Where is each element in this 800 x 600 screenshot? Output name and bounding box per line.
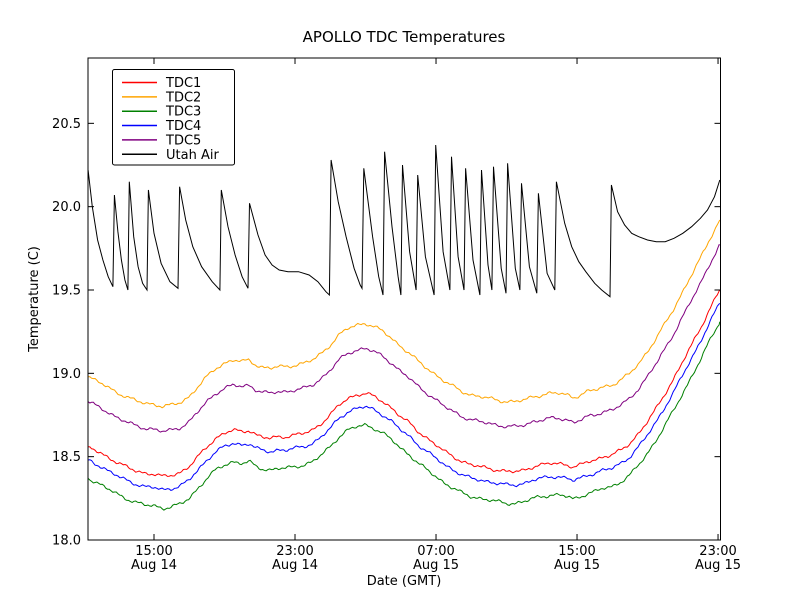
- y-tick-label: 20.0: [52, 200, 81, 215]
- y-tick-label: 18.5: [52, 450, 81, 465]
- x-tick-label-date: Aug 14: [272, 558, 318, 573]
- legend-label-tdc2: TDC2: [165, 90, 201, 105]
- y-tick-label: 18.0: [52, 534, 81, 549]
- series-line-utah-air: [88, 144, 721, 298]
- y-tick-label: 20.5: [52, 117, 81, 132]
- series-line-tdc4: [88, 302, 721, 491]
- x-tick-label-time: 07:00: [417, 544, 454, 559]
- legend-label-tdc4: TDC4: [165, 119, 201, 134]
- series-line-tdc5: [88, 244, 720, 433]
- x-tick-label-date: Aug 15: [413, 558, 459, 573]
- plot-frame: [87, 57, 721, 541]
- x-tick-label-time: 23:00: [699, 544, 736, 559]
- x-axis-label: Date (GMT): [367, 574, 442, 589]
- legend-label-utah-air: Utah Air: [166, 148, 219, 163]
- x-tick-label-time: 23:00: [276, 544, 313, 559]
- series-line-tdc3: [88, 321, 721, 511]
- legend-label-tdc1: TDC1: [165, 76, 201, 91]
- y-tick-label: 19.0: [52, 367, 81, 382]
- series-line-tdc2: [88, 219, 721, 409]
- x-tick-label-date: Aug 14: [131, 558, 177, 573]
- legend-label-tdc5: TDC5: [165, 133, 201, 148]
- chart-title: APOLLO TDC Temperatures: [303, 28, 506, 46]
- y-axis-label: Temperature (C): [27, 246, 42, 353]
- x-tick-label-date: Aug 15: [554, 558, 600, 573]
- x-tick-label-date: Aug 15: [695, 558, 741, 573]
- series-layer: [88, 144, 721, 511]
- legend-label-tdc3: TDC3: [165, 105, 201, 120]
- x-tick-label-time: 15:00: [558, 544, 595, 559]
- legend-frame: [112, 69, 235, 166]
- y-tick-label: 19.5: [52, 284, 81, 299]
- series-line-tdc1: [88, 289, 721, 477]
- x-tick-label-time: 15:00: [135, 544, 172, 559]
